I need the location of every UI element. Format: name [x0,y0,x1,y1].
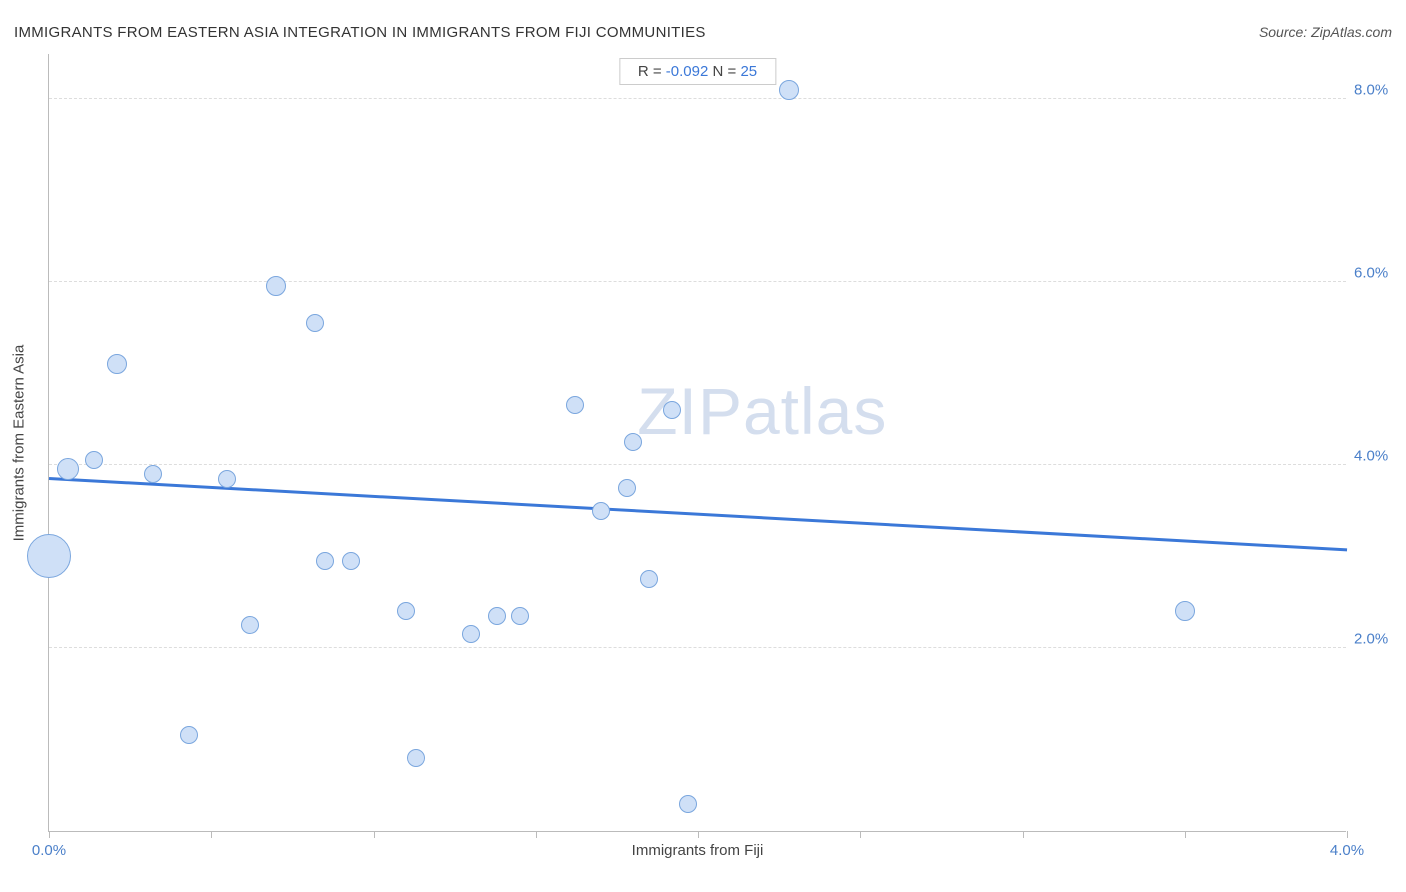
gridline [49,464,1346,465]
x-axis-label: Immigrants from Fiji [632,842,764,859]
data-point [144,465,162,483]
data-point [342,552,360,570]
source-prefix: Source: [1259,24,1311,40]
data-point [107,354,127,374]
data-point [85,451,103,469]
data-point [640,570,658,588]
data-point [407,749,425,767]
data-point [218,470,236,488]
y-tick-label: 2.0% [1354,630,1404,647]
data-point [566,396,584,414]
data-point [180,726,198,744]
data-point [462,625,480,643]
gridline [49,281,1346,282]
scatter-plot-area: ZIPatlas R = -0.092 N = 25 Immigrants fr… [48,54,1346,832]
data-point [316,552,334,570]
r-value: -0.092 [666,63,709,80]
x-tick [1347,831,1348,838]
data-point [57,458,79,480]
x-tick [374,831,375,838]
watermark-part2: atlas [743,374,887,448]
y-tick-label: 4.0% [1354,447,1404,464]
watermark-part1: ZIP [637,374,743,448]
data-point [241,616,259,634]
x-tick [1023,831,1024,838]
data-point [397,602,415,620]
data-point [511,607,529,625]
data-point [266,276,286,296]
data-point [27,534,71,578]
data-point [1175,601,1195,621]
y-tick-label: 8.0% [1354,81,1404,98]
x-tick [860,831,861,838]
data-point [624,433,642,451]
y-tick-label: 6.0% [1354,264,1404,281]
x-tick [1185,831,1186,838]
y-axis-label: Immigrants from Eastern Asia [11,344,28,541]
n-label: N = [708,63,740,80]
x-tick-label: 0.0% [32,842,66,859]
data-point [618,479,636,497]
data-point [592,502,610,520]
source-attribution: Source: ZipAtlas.com [1259,24,1392,40]
data-point [663,401,681,419]
x-tick-label: 4.0% [1330,842,1364,859]
data-point [306,314,324,332]
gridline [49,98,1346,99]
chart-title: IMMIGRANTS FROM EASTERN ASIA INTEGRATION… [14,24,706,41]
n-value: 25 [740,63,757,80]
data-point [488,607,506,625]
data-point [779,80,799,100]
x-tick [536,831,537,838]
chart-header: IMMIGRANTS FROM EASTERN ASIA INTEGRATION… [14,24,1392,41]
trendline [49,477,1347,551]
source-name: ZipAtlas.com [1311,24,1392,40]
x-tick [698,831,699,838]
x-tick [211,831,212,838]
gridline [49,647,1346,648]
stats-box: R = -0.092 N = 25 [619,58,776,85]
data-point [679,795,697,813]
x-tick [49,831,50,838]
r-label: R = [638,63,666,80]
